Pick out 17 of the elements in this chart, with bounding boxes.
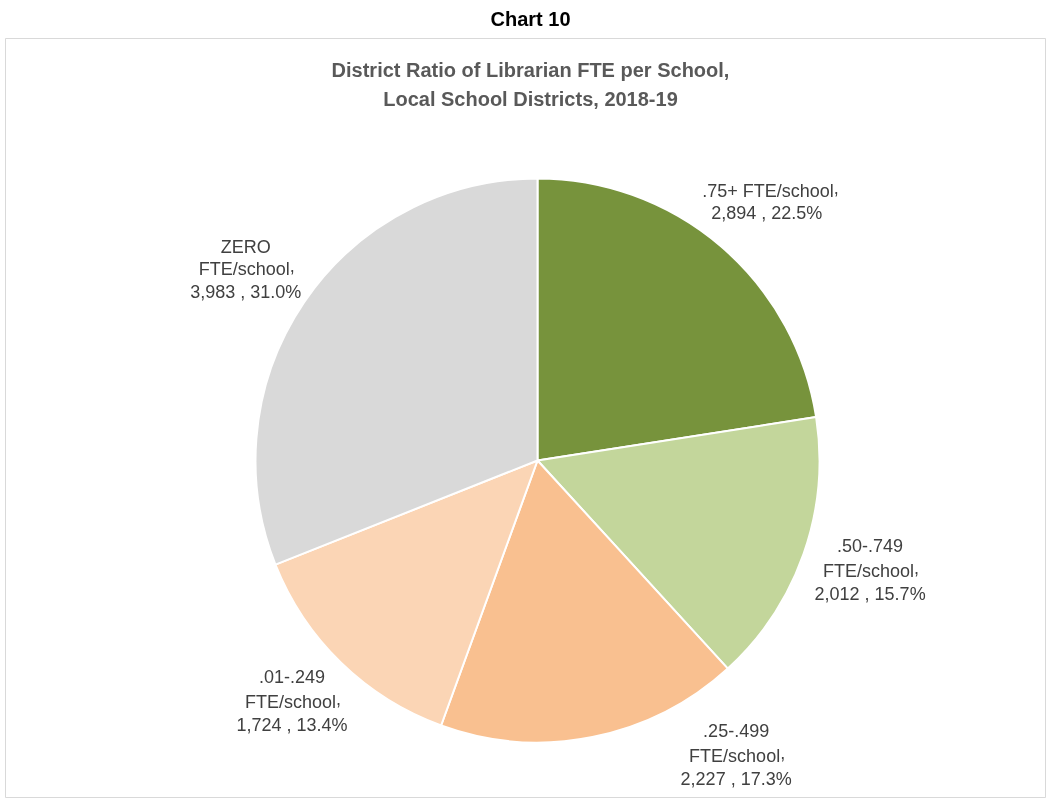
text: , <box>833 177 839 198</box>
slice-label: .50-.749 FTE/school <box>823 535 915 582</box>
data-label: 2,012 , 15.7% <box>814 583 926 604</box>
slice-label: .75+ FTE/school <box>702 180 834 201</box>
chart-title: Chart 10 <box>490 7 571 30</box>
slice-label: ZERO FTE/school <box>198 236 290 280</box>
data-label: 3,983 , 31.0% <box>190 281 302 302</box>
data-label: 1,724 , 13.4% <box>236 714 348 735</box>
data-label: 2,227 , 17.3% <box>680 768 792 789</box>
text: , <box>289 256 295 277</box>
text: , <box>780 743 786 764</box>
text: , <box>335 689 341 710</box>
slice-label: .25-.499 FTE/school <box>689 720 781 767</box>
slice-label: .01-.249 FTE/school <box>244 666 336 713</box>
chart-subtitle: District Ratio of Librarian FTE per School, Local School Districts, 2018-19 <box>331 59 730 110</box>
text: , <box>914 558 920 579</box>
data-label: 2,894 , 22.5% <box>711 203 823 224</box>
